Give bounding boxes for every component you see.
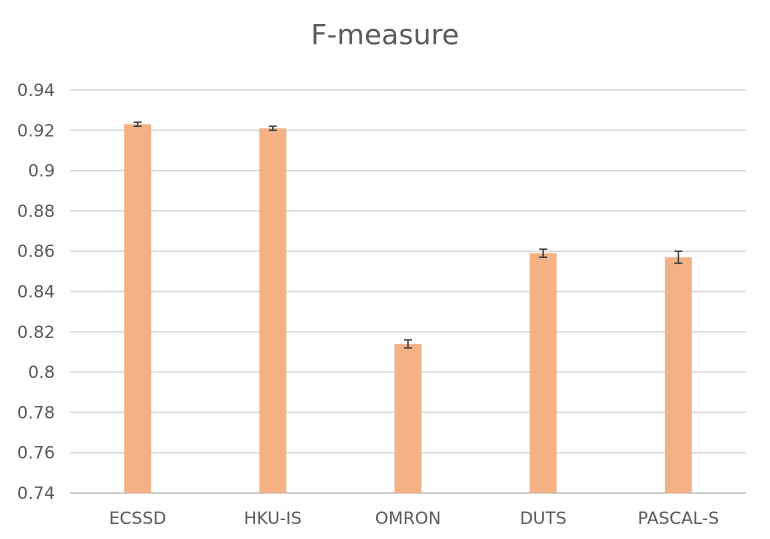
y-tick-label: 0.82: [17, 323, 55, 343]
y-tick-label: 0.8: [28, 363, 55, 383]
bar: [394, 343, 422, 493]
bar: [529, 253, 557, 493]
chart-title: F-measure: [310, 18, 460, 51]
x-tick-label: HKU-IS: [244, 509, 302, 529]
bar: [664, 257, 692, 493]
y-tick-label: 0.94: [17, 81, 55, 101]
y-tick-label: 0.76: [17, 444, 55, 464]
y-tick-label: 0.78: [17, 403, 55, 423]
y-tick-label: 0.74: [17, 484, 55, 504]
x-tick-label: DUTS: [520, 509, 567, 529]
bar: [259, 128, 287, 493]
y-tick-label: 0.88: [17, 202, 55, 222]
y-tick-label: 0.92: [17, 121, 55, 141]
bar: [124, 124, 152, 493]
x-tick-label: ECSSD: [109, 509, 166, 529]
y-tick-label: 0.84: [17, 283, 55, 303]
x-tick-label: PASCAL-S: [638, 509, 719, 529]
y-tick-label: 0.9: [28, 162, 55, 182]
y-tick-label: 0.86: [17, 242, 55, 262]
x-tick-label: OMRON: [375, 509, 441, 529]
